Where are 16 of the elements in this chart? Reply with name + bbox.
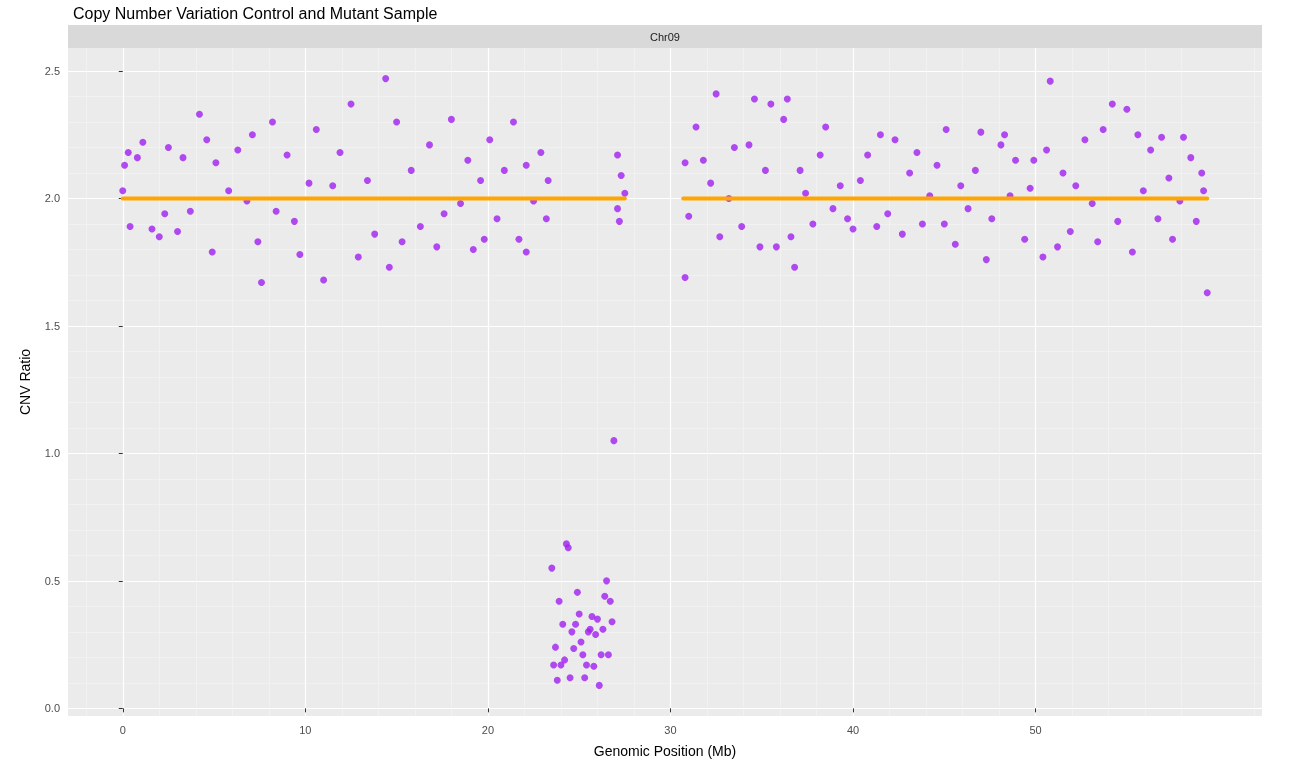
chart-subtitle: Chr09 <box>650 30 680 43</box>
x-axis-title: Genomic Position (Mb) <box>593 743 737 759</box>
y-tick-label: 2.5 <box>44 64 60 77</box>
x-tick-label: 20 <box>481 723 495 736</box>
y-axis-title: CNV Ratio <box>17 348 33 416</box>
x-tick-label: 10 <box>299 723 312 736</box>
x-tick-label: 0 <box>119 723 126 736</box>
y-tick-label: 2.0 <box>44 192 60 205</box>
y-tick-label: 1.0 <box>44 447 60 460</box>
y-tick-label: 0.5 <box>44 574 60 587</box>
chart-title: Copy Number Variation Control and Mutant Sample <box>73 4 438 22</box>
y-tick-label: 1.5 <box>44 319 60 332</box>
x-tick-label: 30 <box>664 723 677 736</box>
x-tick-label: 50 <box>1029 723 1042 736</box>
y-tick-label: 0.0 <box>44 702 60 715</box>
x-tick-label: 40 <box>846 723 860 736</box>
